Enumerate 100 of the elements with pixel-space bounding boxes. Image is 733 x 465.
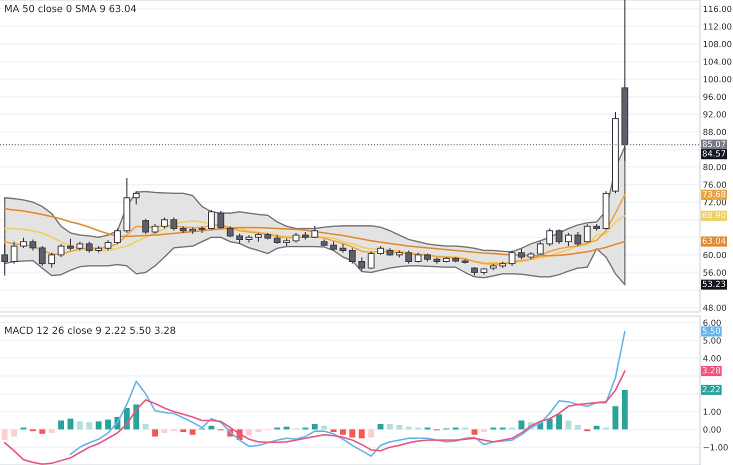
bar: [152, 429, 158, 437]
y-tick-label: 116.00: [704, 6, 732, 12]
bar: [387, 424, 393, 430]
y-tick-label: 76.00: [703, 182, 726, 188]
bar: [480, 429, 487, 432]
bar: [208, 426, 214, 430]
y-tick-label: 1.00: [704, 408, 721, 415]
candlestick: [104, 240, 112, 252]
bar: [546, 418, 553, 430]
candlestick: [161, 216, 168, 230]
text: 84.57: [702, 150, 726, 157]
bar: [396, 424, 402, 430]
bar: [48, 429, 55, 433]
bar: [594, 426, 600, 430]
y-tick-label: 48.00: [703, 304, 726, 311]
bar: [312, 424, 318, 430]
bar: [2, 429, 8, 440]
bar: [330, 429, 336, 432]
bar: [612, 406, 618, 430]
candlestick: [311, 225, 318, 239]
candlestick: [508, 250, 516, 266]
bar: [518, 420, 524, 430]
y-tick-label: 96.00: [703, 94, 726, 100]
bar: [246, 429, 252, 436]
bar: [472, 429, 478, 435]
ref-line-label: 85.07: [702, 140, 726, 148]
y-tick-label: 56.00: [703, 269, 726, 276]
y-tick-label: 0.00: [703, 426, 721, 433]
bar: [574, 424, 581, 430]
bar: [162, 429, 168, 433]
bar: [556, 414, 562, 430]
text: 3.28: [702, 367, 720, 374]
candlestick: [236, 233, 243, 244]
y-tick-label: 6.00: [703, 320, 721, 326]
bar: [358, 429, 365, 438]
candlestick: [546, 228, 554, 247]
candlestick: [584, 224, 591, 244]
bar: [255, 429, 262, 432]
candlestick: [86, 241, 93, 254]
candlestick: [292, 232, 300, 244]
candlestick: [565, 232, 572, 247]
candlestick: [226, 226, 234, 238]
bar: [378, 424, 384, 430]
y-tick-label: 88.00: [703, 128, 726, 136]
text: 5.50: [702, 328, 720, 334]
candlestick: [20, 237, 27, 248]
bar: [190, 429, 196, 435]
bar: [86, 422, 92, 430]
y-tick-label: 60.00: [703, 252, 726, 258]
bar: [76, 421, 83, 430]
candlestick: [208, 209, 215, 230]
candlestick: [405, 250, 412, 264]
bar: [68, 418, 74, 430]
candlestick: [574, 231, 582, 247]
candlestick: [142, 218, 150, 234]
candlestick: [217, 210, 224, 230]
candlestick: [114, 228, 121, 244]
bar: [622, 390, 628, 430]
candlestick: [38, 246, 46, 266]
text: 73.68: [702, 190, 726, 198]
bar: [340, 429, 346, 435]
y-tick-label: 104.00: [704, 58, 732, 65]
line-series: [4, 370, 626, 465]
bar: [349, 429, 356, 438]
bar: [284, 426, 290, 430]
y-tick-label: 92.00: [703, 111, 726, 118]
bar: [96, 421, 102, 430]
candlestick: [1, 243, 8, 276]
candlestick: [358, 256, 366, 272]
bar: [58, 420, 64, 430]
candlestick: [48, 252, 56, 268]
annotation: MA 50 close 0 SMA 9 63.04: [5, 4, 136, 12]
candlestick: [132, 190, 140, 205]
bar: [406, 426, 412, 430]
candlestick: [518, 248, 525, 260]
candlestick: [348, 248, 356, 264]
bar: [566, 420, 572, 430]
y-tick-label: 4.00: [703, 355, 721, 362]
candlestick: [58, 243, 64, 258]
text: 63.04: [702, 238, 726, 244]
y-tick-label: −1.00: [704, 444, 728, 450]
y-tick-label: 80.00: [703, 164, 726, 170]
bar: [11, 429, 18, 437]
candlestick: [10, 241, 18, 264]
candlestick: [170, 216, 178, 232]
candlestick: [152, 224, 158, 234]
text: 53.23: [702, 280, 726, 288]
y-tick-label: 112.00: [704, 23, 732, 30]
candlestick: [67, 238, 74, 252]
y-tick-label: 108.00: [704, 40, 732, 48]
candlestick: [29, 238, 36, 252]
bar: [321, 426, 328, 430]
text: 2.22: [702, 386, 720, 392]
text: 68.90: [702, 212, 726, 218]
candlestick: [536, 241, 544, 256]
bar: [368, 429, 374, 438]
candlestick: [414, 252, 422, 263]
bar: [142, 424, 149, 430]
y-tick-label: 5.00: [703, 337, 721, 344]
candlestick: [368, 250, 375, 270]
